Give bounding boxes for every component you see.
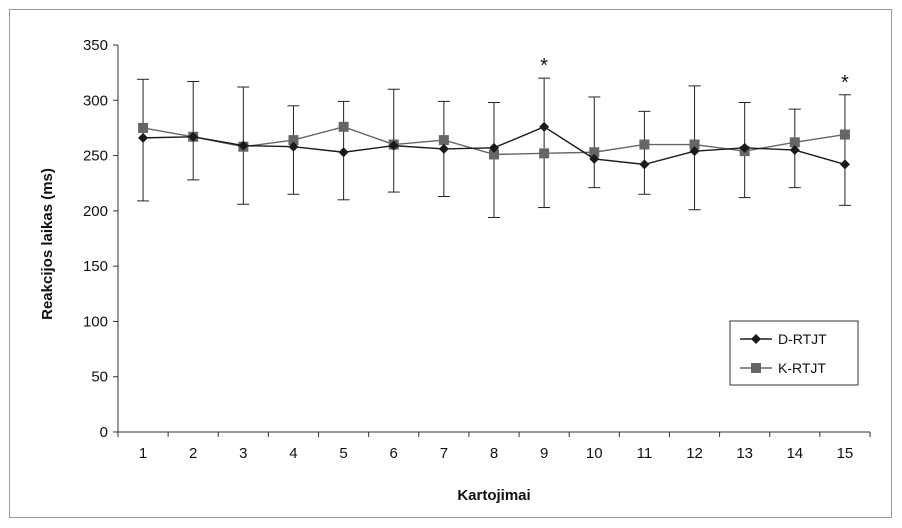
error-bar: [538, 77, 551, 209]
error-bar: [488, 101, 500, 218]
x-tick-label: 7: [440, 445, 448, 462]
data-point-k-rtjt: [438, 135, 449, 146]
y-tick-label: 200: [83, 203, 108, 220]
series-d-rtjt: [138, 121, 850, 170]
data-point-d-rtjt: [789, 145, 800, 156]
chart-frame: [9, 9, 892, 518]
data-point-k-rtjt: [689, 139, 700, 150]
x-tick-label: 11: [637, 445, 653, 462]
significance-marker: *: [841, 72, 849, 94]
significance-marker: *: [540, 55, 548, 77]
data-point-k-rtjt: [839, 129, 850, 140]
error-bar: [187, 80, 200, 181]
data-point-d-rtjt: [288, 141, 299, 152]
x-tick-label: 1: [139, 445, 147, 462]
x-tick-label: 6: [390, 445, 398, 462]
data-point-d-rtjt: [689, 146, 700, 157]
data-point-d-rtjt: [438, 143, 449, 154]
legend-box: [729, 320, 859, 386]
y-tick-label: 100: [83, 313, 108, 330]
error-bar: [838, 94, 851, 206]
data-point-k-rtjt: [288, 135, 299, 146]
data-point-d-rtjt: [238, 140, 249, 151]
series-layer: [138, 121, 850, 170]
error-bar: [638, 110, 651, 195]
data-point-d-rtjt: [138, 132, 149, 143]
data-point-d-rtjt: [739, 142, 750, 153]
data-point-d-rtjt: [388, 140, 399, 151]
y-tick-label: 0: [100, 424, 108, 441]
y-tick-label: 350: [83, 37, 108, 54]
error-bars: [137, 77, 851, 218]
legend-marker-d-rtjt: [751, 334, 761, 344]
y-tick-label: 150: [83, 258, 108, 275]
x-tick-label: 14: [786, 445, 803, 462]
x-tick-label: 15: [837, 445, 854, 462]
x-tick-label: 3: [239, 445, 247, 462]
x-tick-label: 8: [490, 445, 498, 462]
data-point-d-rtjt: [589, 153, 600, 164]
data-point-d-rtjt: [539, 121, 550, 132]
data-point-k-rtjt: [489, 149, 499, 160]
data-point-k-rtjt: [138, 122, 149, 133]
x-tick-label: 5: [339, 445, 347, 462]
data-point-d-rtjt: [489, 142, 499, 153]
x-tick-label: 4: [289, 445, 297, 462]
legend: D-RTJT K-RTJT: [729, 320, 859, 386]
x-tick-label: 12: [686, 445, 703, 462]
data-point-k-rtjt: [539, 148, 550, 159]
data-point-d-rtjt: [839, 159, 850, 170]
x-tick-label: 2: [189, 445, 197, 462]
data-point-k-rtjt: [589, 147, 600, 158]
data-point-k-rtjt: [639, 139, 650, 150]
data-point-d-rtjt: [639, 159, 650, 170]
data-point-d-rtjt: [338, 147, 349, 158]
x-tick-label: 9: [540, 445, 548, 462]
x-tick-label: 10: [586, 445, 603, 462]
data-point-k-rtjt: [338, 121, 349, 132]
y-tick-label: 250: [83, 148, 108, 165]
x-axis-title: Kartojimai: [457, 487, 530, 504]
x-tick-label: 13: [736, 445, 753, 462]
error-bar: [588, 96, 601, 189]
legend-label-k-rtjt: K-RTJT: [778, 360, 826, 376]
legend-marker-k-rtjt: [751, 363, 761, 373]
annotations: **: [540, 55, 849, 94]
legend-label-d-rtjt: D-RTJT: [778, 331, 827, 347]
data-point-d-rtjt: [188, 131, 199, 142]
y-axis-title: Reakcijos laikas (ms): [39, 168, 56, 320]
data-point-k-rtjt: [789, 137, 800, 148]
y-tick-label: 50: [91, 369, 108, 386]
y-tick-label: 300: [83, 92, 108, 109]
